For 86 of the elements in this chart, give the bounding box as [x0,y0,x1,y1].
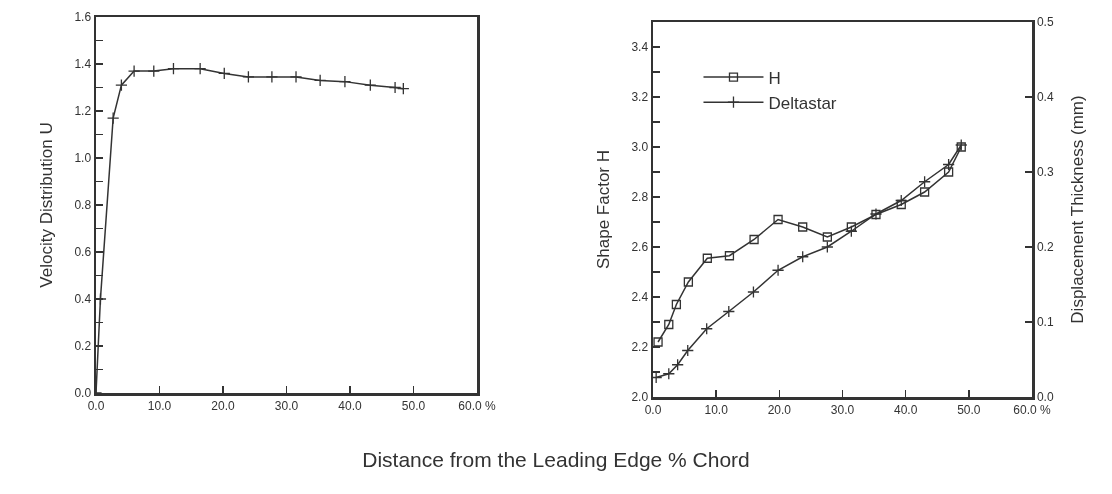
y-tick-label: 2.6 [631,240,649,255]
x-tick-label: 50.0 [957,402,981,417]
point [773,214,783,225]
x-tick-label: 0.0 [644,402,662,417]
point [700,322,713,335]
point [338,75,352,88]
point [955,138,968,152]
legend-label: H [768,68,781,88]
legend-label: Deltastar [768,93,837,113]
point [218,67,231,80]
y-tick-label: 2.0 [631,390,649,405]
x-tick-label: 0.0 [87,398,105,413]
y-tick-label: 2.2 [631,340,649,355]
point [388,81,402,94]
y-tick-label: 1.6 [74,10,92,25]
point [653,337,663,347]
point [798,222,808,232]
point [671,299,682,310]
y-tick-label: 0.8 [74,198,92,213]
x-axis-title: Distance from the Leading Edge % Chord [361,448,751,472]
point [289,70,303,84]
point [702,253,712,263]
point [722,305,736,318]
point [894,194,908,207]
y-tick-label: 2.8 [631,190,649,205]
point [106,111,120,125]
point [919,187,930,197]
point [167,62,180,75]
point [846,222,856,232]
point [313,74,327,87]
point [821,240,834,254]
y-tick-label: 0.6 [74,245,92,260]
x-tick-label: 40.0 [338,398,362,413]
y-axis-title: Velocity Distribution U [36,122,56,288]
x-tick-label: 10.0 [704,402,729,417]
x-tick-label: 50.0 [401,398,426,413]
point [681,344,694,357]
point [147,64,161,78]
y-tick-label: 1.4 [74,57,92,72]
y-tick-label: 0.0 [74,386,92,401]
point [242,70,255,84]
y-tick-label: 1.2 [74,104,92,119]
point [364,78,377,92]
y2-tick-label: 0.4 [1036,90,1054,105]
x-tick-label: 60.0 % [458,398,497,413]
y-tick-label: 2.4 [631,290,649,305]
point [845,225,858,238]
y2-tick-label: 0.2 [1036,240,1054,255]
y2-tick-label: 0.1 [1036,315,1054,330]
point [724,251,735,261]
point [942,158,955,171]
point [397,82,410,95]
point [796,250,809,263]
y2-tick-label: 0.5 [1036,15,1054,30]
point [683,277,694,287]
point [671,358,684,371]
x-tick-label: 40.0 [893,402,918,417]
x-tick-label: 30.0 [274,398,299,413]
y-tick-label: 0.2 [74,339,92,354]
point [771,264,785,277]
point [664,319,674,330]
y-tick-label: 3.2 [631,90,649,105]
point [747,285,760,299]
y2-axis-title: Displacement Thickness (mm) [1067,95,1087,324]
point [822,232,832,242]
x-tick-label: 60.0 % [1013,402,1052,417]
point [956,142,966,152]
y-tick-label: 3.4 [631,40,649,55]
point [127,64,141,78]
point [115,78,128,92]
point [943,167,954,177]
point [193,62,207,75]
x-tick-label: 30.0 [830,402,855,417]
x-tick-label: 20.0 [211,398,235,413]
x-tick-label: 20.0 [767,402,792,417]
point [265,70,279,84]
x-tick-label: 10.0 [147,398,172,413]
y-tick-label: 1.0 [74,151,92,166]
y-tick-label: 0.4 [74,292,92,307]
y-tick-label: 3.0 [631,140,649,155]
point [662,367,676,380]
point [918,175,931,188]
y-axis-title: Shape Factor H [593,149,613,270]
y2-tick-label: 0.3 [1036,165,1054,180]
point [749,234,759,245]
point [896,199,906,210]
